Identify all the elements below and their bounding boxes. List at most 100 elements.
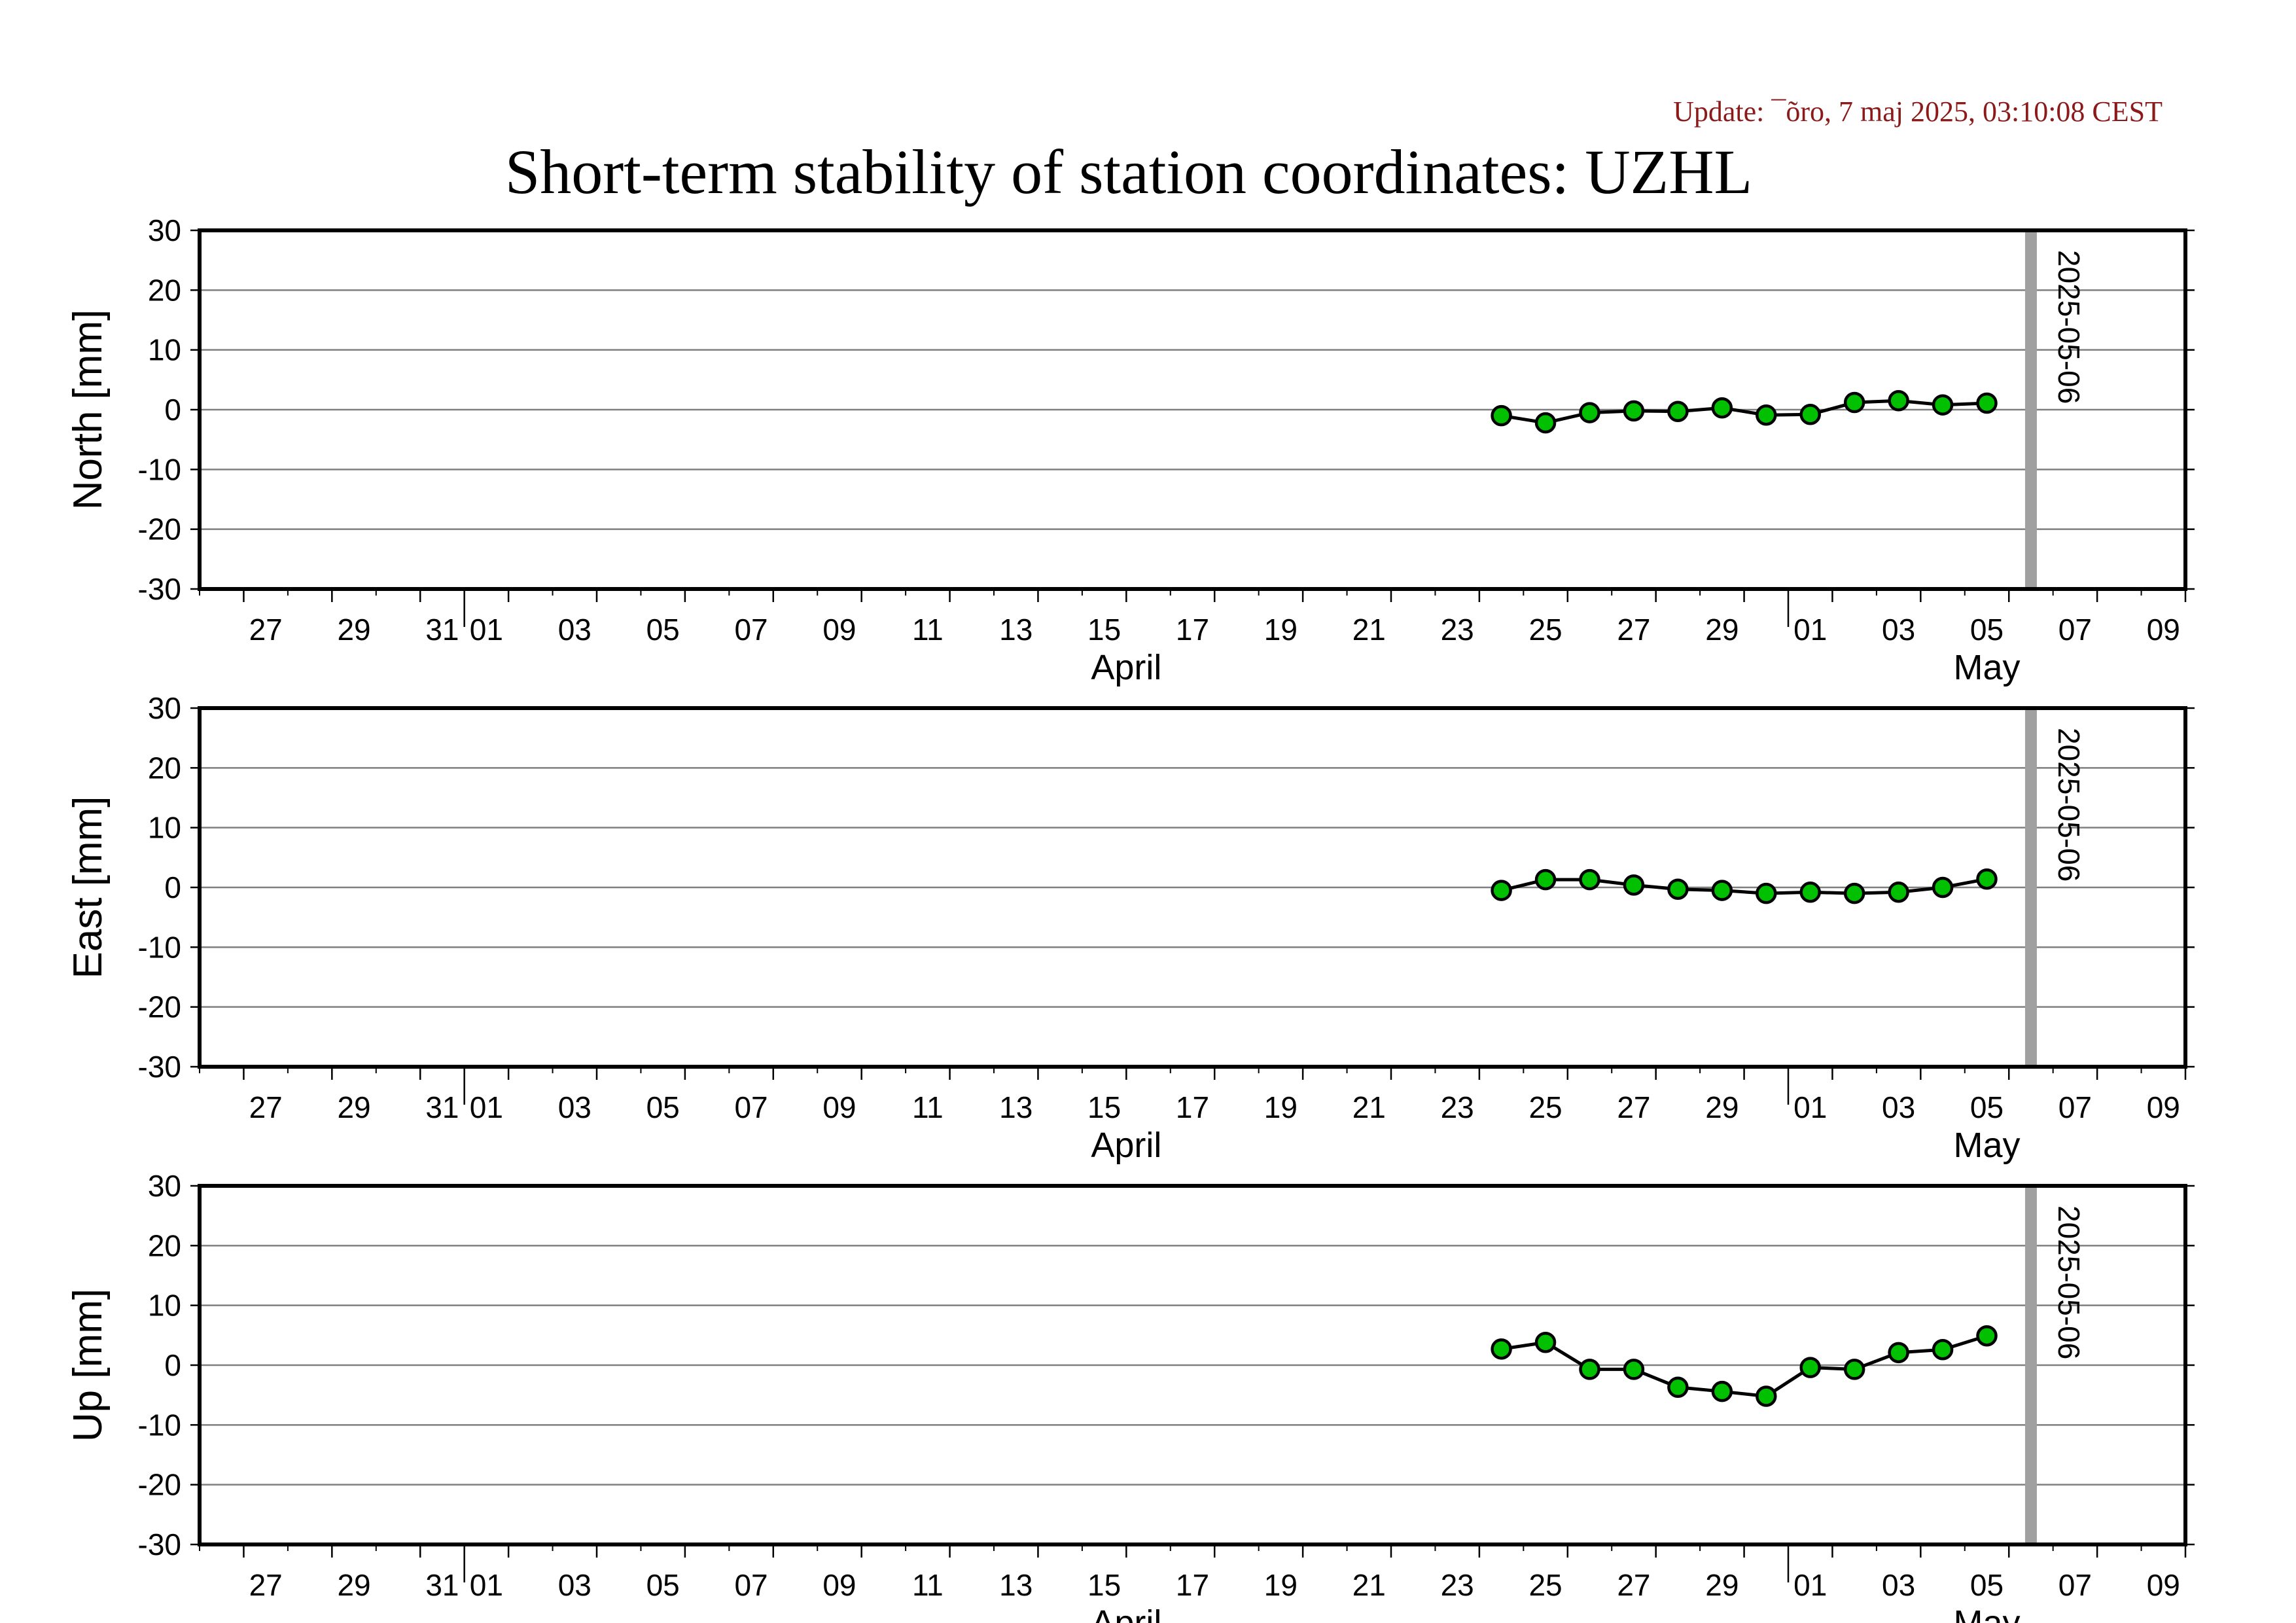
x-tick-label: 03	[558, 1568, 592, 1602]
x-tick-label: 13	[999, 1568, 1033, 1602]
data-point	[1843, 391, 1865, 414]
x-tick-label: 27	[1617, 1090, 1650, 1124]
x-tick-label: 05	[1970, 613, 2004, 647]
data-point	[1711, 397, 1733, 419]
plot-frame	[198, 706, 2187, 1069]
x-tick-label: 07	[734, 613, 768, 647]
update-timestamp: Update: ¯õro, 7 maj 2025, 03:10:08 CEST	[1673, 96, 2163, 128]
y-tick-label: 0	[164, 870, 181, 904]
x-tick-label: 09	[822, 613, 856, 647]
month-label-april: April	[1091, 648, 1161, 687]
data-point	[1491, 880, 1512, 901]
y-tick-label: -20	[138, 1468, 181, 1502]
y-tick-label: 20	[148, 751, 181, 785]
data-point	[1623, 874, 1645, 896]
x-tick-label: 01	[1793, 1090, 1827, 1124]
x-tick-label: 03	[1882, 1568, 1915, 1602]
x-tick-label: 03	[558, 1090, 592, 1124]
data-point	[1491, 404, 1512, 427]
data-point	[1932, 394, 1954, 416]
x-tick-label: 13	[999, 613, 1033, 647]
x-tick-label: 27	[1617, 613, 1650, 647]
x-tick-label: 03	[1882, 1090, 1915, 1124]
y-tick-label: -20	[138, 512, 181, 546]
x-tick-label: 05	[646, 613, 680, 647]
x-tick-label: 05	[1970, 1090, 2004, 1124]
x-tick-label: 29	[337, 1568, 370, 1602]
data-point	[1711, 880, 1733, 901]
data-point	[1976, 868, 1998, 890]
data-point	[1534, 868, 1557, 891]
month-label-may: May	[1953, 648, 2020, 687]
y-tick-label: 30	[148, 1169, 181, 1203]
x-tick-label: 19	[1264, 1090, 1298, 1124]
y-tick-label: -10	[138, 1408, 181, 1442]
data-point	[1888, 390, 1909, 412]
y-tick-label: -10	[138, 930, 181, 964]
month-label-april: April	[1091, 1126, 1161, 1165]
y-tick-label: -30	[138, 1050, 181, 1084]
x-tick-label: 19	[1264, 613, 1298, 647]
x-tick-label: 01	[1793, 1568, 1827, 1602]
data-point	[1976, 1325, 1998, 1347]
x-tick-label: 07	[734, 1090, 768, 1124]
data-point	[1843, 882, 1865, 904]
x-tick-label: 17	[1176, 613, 1209, 647]
x-tick-label: 29	[337, 613, 370, 647]
data-point	[1756, 1385, 1777, 1407]
x-tick-label: 21	[1352, 1090, 1386, 1124]
data-point	[1623, 1359, 1645, 1380]
x-tick-label: 23	[1441, 1568, 1474, 1602]
panel-2: 30 20 10 0 -10 -20 -30 2025-05-06 27 29 31 01 03 05 07…	[65, 1169, 2195, 1623]
y-tick-label: 10	[148, 1289, 181, 1323]
data-point	[1756, 404, 1777, 426]
data-point	[1799, 882, 1821, 903]
x-tick-label: 23	[1441, 1090, 1474, 1124]
data-point	[1756, 882, 1777, 904]
panel-0: 30 20 10 0 -10 -20 -30 2025-05-06 27 29 31 01 03 05 07…	[65, 213, 2195, 687]
data-point	[1579, 1359, 1600, 1380]
x-tick-label: 01	[470, 613, 503, 647]
series-line	[1501, 399, 1987, 425]
data-point	[1667, 401, 1689, 422]
x-tick-label: 27	[1617, 1568, 1650, 1602]
plot-frame	[198, 1184, 2187, 1546]
x-tick-label: 09	[2147, 1568, 2180, 1602]
data-point	[1799, 1357, 1821, 1378]
data-point	[1799, 404, 1821, 425]
data-point	[1976, 392, 1998, 414]
x-tick-label: 25	[1528, 1568, 1562, 1602]
data-point	[1667, 1376, 1689, 1399]
x-tick-label: 29	[1705, 1568, 1739, 1602]
data-point	[1711, 1380, 1733, 1402]
y-tick-label: 10	[148, 811, 181, 845]
x-tick-label: 11	[912, 1090, 944, 1124]
month-label-may: May	[1953, 1126, 2020, 1165]
data-point	[1932, 1339, 1954, 1361]
x-tick-label: 07	[734, 1568, 768, 1602]
x-tick-label: 07	[2058, 613, 2092, 647]
data-point	[1888, 882, 1909, 903]
x-tick-label: 27	[249, 1090, 283, 1124]
x-tick-label: 11	[912, 1568, 944, 1602]
x-tick-label: 25	[1528, 613, 1562, 647]
x-tick-label: 25	[1528, 1090, 1562, 1124]
x-tick-label: 01	[470, 1090, 503, 1124]
data-point	[1623, 400, 1645, 422]
x-tick-label: 07	[2058, 1090, 2092, 1124]
series-line	[1501, 877, 1987, 895]
x-tick-label: 17	[1176, 1090, 1209, 1124]
x-tick-label: 07	[2058, 1568, 2092, 1602]
y-tick-label: -30	[138, 572, 181, 606]
y-tick-label: 20	[148, 1228, 181, 1262]
x-tick-label: 11	[912, 613, 944, 647]
x-tick-label: 09	[822, 1090, 856, 1124]
y-tick-label: 30	[148, 691, 181, 725]
y-axis-label: Up [mm]	[65, 1289, 111, 1442]
data-point	[1534, 1332, 1557, 1353]
x-tick-label: 29	[1705, 1090, 1739, 1124]
y-tick-label: 0	[164, 1348, 181, 1382]
x-tick-label: 13	[999, 1090, 1033, 1124]
y-tick-label: -10	[138, 452, 181, 486]
